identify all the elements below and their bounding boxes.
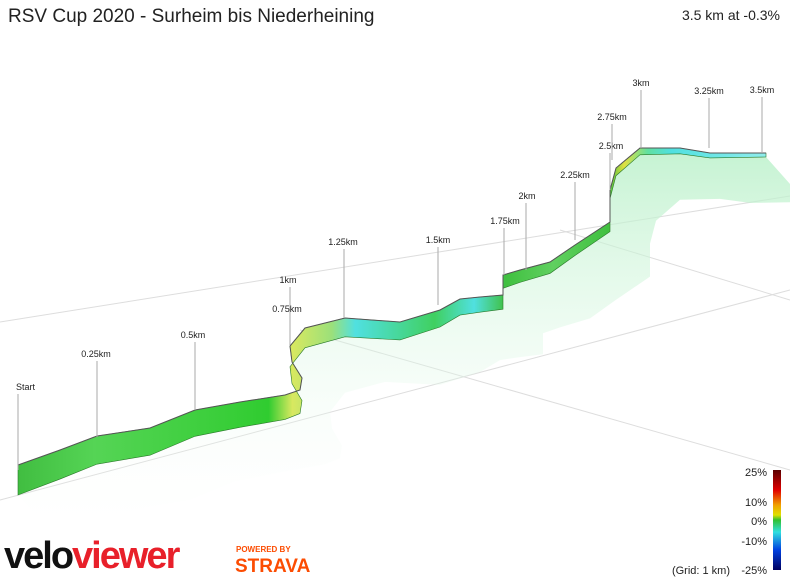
marker-label: 2.5km bbox=[599, 141, 624, 151]
shadow bbox=[18, 153, 790, 540]
ribbon-top bbox=[17, 147, 766, 466]
grid-note: (Grid: 1 km) bbox=[672, 565, 730, 577]
marker-label: 2.25km bbox=[560, 170, 590, 180]
marker-label: 1km bbox=[279, 275, 296, 285]
route-ribbon bbox=[17, 147, 790, 540]
gradient-legend bbox=[773, 470, 781, 570]
marker-label: 0.25km bbox=[81, 349, 111, 359]
marker-label: 1.5km bbox=[426, 235, 451, 245]
powered-by: POWERED BY bbox=[236, 545, 291, 554]
legend-label: 10% bbox=[745, 497, 767, 509]
logo: veloviewer bbox=[4, 535, 181, 577]
marker-label: 0.75km bbox=[272, 304, 302, 314]
legend-label: 25% bbox=[745, 467, 767, 479]
marker-label: 2.75km bbox=[597, 112, 627, 122]
marker-label: Start bbox=[16, 382, 36, 392]
marker-label: 1.75km bbox=[490, 216, 520, 226]
marker-label: 2km bbox=[518, 191, 535, 201]
title: RSV Cup 2020 - Surheim bis Niederheining bbox=[8, 6, 374, 27]
marker-label: 3.25km bbox=[694, 86, 724, 96]
marker-label: 0.5km bbox=[181, 330, 206, 340]
legend: 25% 10% 0% -10% -25% (Grid: 1 km) bbox=[672, 467, 767, 577]
legend-label: -10% bbox=[741, 536, 767, 548]
legend-label: -25% bbox=[741, 565, 767, 577]
distance-markers: Start 0.25km 0.5km 0.75km 1km 1.25km 1.5km 1.75… bbox=[16, 78, 774, 470]
legend-label: 0% bbox=[751, 516, 767, 528]
summary: 3.5 km at -0.3% bbox=[682, 7, 780, 23]
marker-label: 3km bbox=[632, 78, 649, 88]
marker-label: 1.25km bbox=[328, 237, 358, 247]
marker-label: 3.5km bbox=[750, 85, 775, 95]
strava: STRAVA bbox=[235, 556, 311, 577]
